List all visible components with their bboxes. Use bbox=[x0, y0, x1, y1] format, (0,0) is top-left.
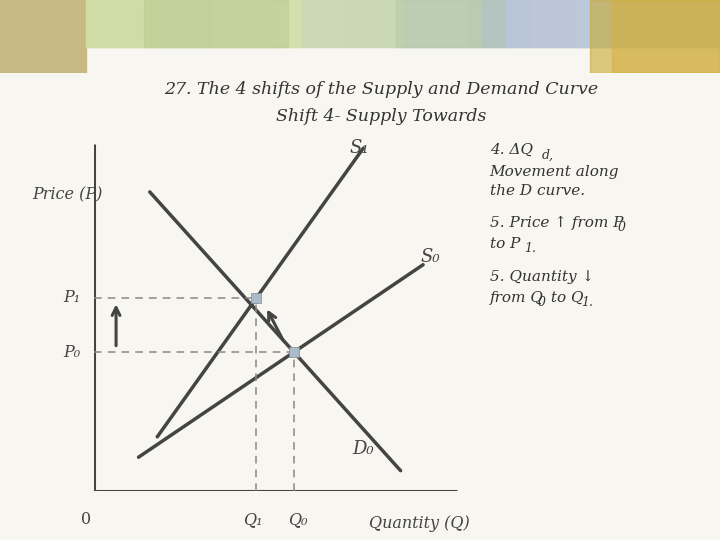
Bar bbox=[86, 0, 302, 48]
Text: 4. ΔQ: 4. ΔQ bbox=[490, 143, 533, 157]
Text: 27. The 4 shifts of the Supply and Demand Curve: 27. The 4 shifts of the Supply and Deman… bbox=[165, 80, 598, 98]
Bar bbox=[396, 0, 504, 48]
Text: P₁: P₁ bbox=[63, 289, 81, 306]
Text: S₀: S₀ bbox=[420, 248, 441, 267]
Bar bbox=[467, 0, 530, 48]
Text: 5. Price ↑ from P: 5. Price ↑ from P bbox=[490, 216, 623, 230]
Text: 0: 0 bbox=[618, 221, 626, 234]
Text: Q₁: Q₁ bbox=[243, 511, 263, 528]
Text: Price (P): Price (P) bbox=[32, 186, 102, 203]
Text: to P: to P bbox=[490, 237, 520, 251]
Text: 5. Quantity ↓: 5. Quantity ↓ bbox=[490, 270, 594, 284]
Bar bbox=[576, 0, 720, 48]
Bar bbox=[403, 0, 467, 48]
Text: S₁: S₁ bbox=[350, 139, 369, 157]
Text: P₀: P₀ bbox=[63, 343, 81, 361]
Text: Quantity (Q): Quantity (Q) bbox=[369, 516, 469, 532]
Text: 0: 0 bbox=[538, 296, 546, 309]
Bar bbox=[86, 0, 150, 48]
Bar bbox=[213, 0, 276, 48]
Bar bbox=[657, 0, 720, 48]
Text: 0: 0 bbox=[81, 511, 91, 528]
Text: from Q: from Q bbox=[490, 291, 544, 305]
Bar bbox=[276, 0, 340, 48]
Text: D₀: D₀ bbox=[352, 440, 374, 458]
Text: to Q: to Q bbox=[546, 291, 583, 305]
Text: Shift 4- Supply Towards: Shift 4- Supply Towards bbox=[276, 107, 487, 125]
Bar bbox=[150, 0, 213, 48]
Text: Q₀: Q₀ bbox=[288, 511, 307, 528]
Text: Movement along: Movement along bbox=[490, 165, 619, 179]
Text: 1.: 1. bbox=[524, 242, 536, 255]
Bar bbox=[0, 0, 86, 73]
Bar bbox=[340, 0, 403, 48]
Text: the D curve.: the D curve. bbox=[490, 184, 585, 198]
Text: 1.: 1. bbox=[581, 296, 593, 309]
Bar bbox=[530, 0, 593, 48]
Bar bbox=[612, 0, 720, 73]
Bar bbox=[302, 0, 482, 48]
Text: d,: d, bbox=[541, 148, 554, 161]
Bar bbox=[482, 0, 720, 48]
Bar bbox=[590, 0, 720, 73]
Bar bbox=[144, 0, 288, 48]
Bar bbox=[593, 0, 657, 48]
